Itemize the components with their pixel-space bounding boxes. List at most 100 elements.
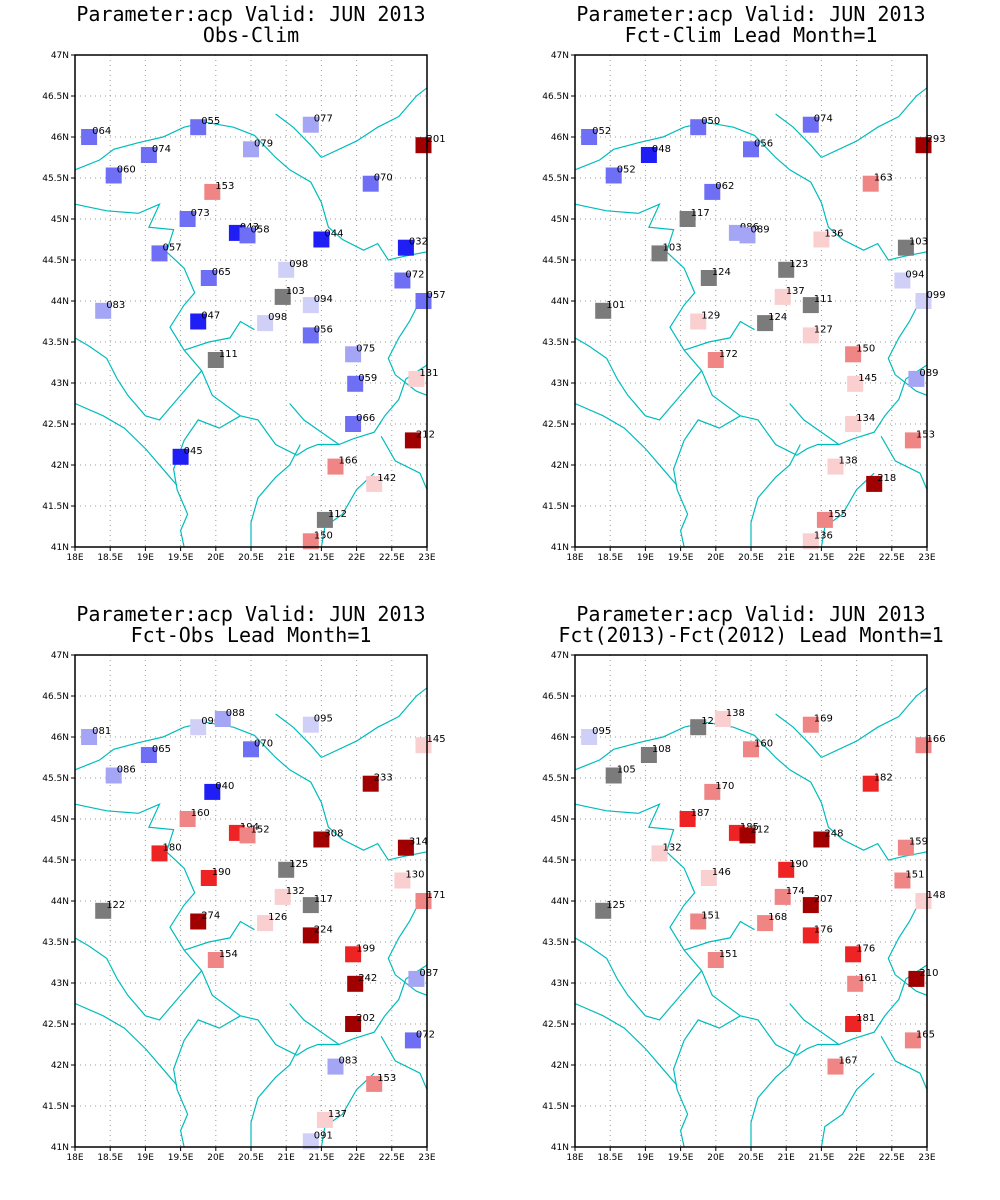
station-marker (207, 952, 224, 968)
y-tick-label: 46N (51, 133, 69, 143)
border-line (775, 113, 822, 158)
station-value-label: 137 (786, 286, 805, 297)
border-line (74, 402, 178, 486)
station-marker (739, 827, 756, 844)
station-value-label: 095 (314, 714, 333, 725)
border-line (880, 436, 928, 490)
station-marker (802, 927, 819, 944)
y-tick-label: 42N (51, 1061, 69, 1071)
border-line (380, 1036, 428, 1090)
station-value-label: 125 (701, 716, 720, 727)
border-line (616, 370, 703, 421)
station-value-label: 086 (117, 765, 136, 776)
border-line (380, 436, 428, 490)
station-marker (214, 711, 231, 727)
y-tick-label: 46.5N (542, 92, 569, 102)
station-value-label: 083 (339, 1056, 358, 1067)
station-value-label: 045 (184, 446, 203, 457)
station-value-label: 089 (919, 368, 938, 379)
station-value-label: 064 (92, 126, 111, 137)
border-line (321, 687, 428, 759)
station-value-label: 181 (856, 1013, 875, 1024)
station-marker (908, 970, 925, 987)
station-marker (894, 272, 911, 289)
station-value-label: 127 (814, 324, 833, 335)
station-value-label: 122 (106, 900, 125, 911)
station-marker (743, 741, 759, 758)
border-line (750, 444, 801, 547)
border-line (116, 370, 203, 421)
station-marker (908, 370, 925, 387)
y-tick-label: 47N (51, 51, 69, 61)
x-tick-label: 19.5E (668, 553, 694, 563)
station-value-label: 087 (419, 968, 438, 979)
x-tick-label: 22E (348, 553, 365, 563)
station-value-label: 077 (314, 114, 333, 125)
station-value-label: 117 (314, 894, 333, 905)
x-tick-label: 20.5E (238, 1153, 264, 1163)
station-value-label: 040 (215, 781, 234, 792)
station-marker (302, 897, 319, 914)
station-marker (345, 1016, 362, 1032)
station-value-label: 091 (314, 1130, 333, 1141)
border-line (74, 803, 428, 1056)
station-marker (172, 448, 189, 465)
station-marker (302, 327, 319, 344)
station-value-label: 070 (374, 173, 393, 184)
station-value-label: 032 (409, 237, 428, 248)
station-marker (243, 141, 259, 158)
border-line (574, 937, 618, 980)
y-tick-label: 41.5N (542, 1102, 569, 1112)
y-tick-label: 46N (551, 133, 569, 143)
station-marker (190, 119, 207, 136)
x-tick-label: 18E (66, 1153, 83, 1163)
x-tick-label: 22.5E (379, 1153, 405, 1163)
y-tick-label: 43.5N (42, 938, 69, 948)
y-tick-label: 46N (551, 733, 569, 743)
y-tick-label: 42N (51, 461, 69, 471)
x-tick-label: 23E (918, 1153, 935, 1163)
station-value-label: 207 (814, 894, 833, 905)
y-tick-label: 42.5N (42, 420, 69, 430)
station-value-label: 136 (814, 530, 833, 541)
station-value-label: 166 (927, 734, 946, 745)
x-tick-label: 21.5E (309, 553, 335, 563)
y-tick-label: 45.5N (542, 174, 569, 184)
station-marker (302, 116, 319, 133)
map-panel-fct-diff: Parameter:acp Valid: JUN 2013Fct(2013)-F… (542, 602, 945, 1163)
border-line (775, 713, 822, 758)
station-value-label: 065 (152, 744, 171, 755)
station-value-label: 111 (219, 349, 238, 360)
x-tick-label: 21E (278, 1153, 295, 1163)
station-marker (743, 141, 759, 158)
station-value-label: 201 (427, 134, 446, 145)
station-marker (302, 533, 319, 550)
station-marker (845, 946, 862, 963)
border-line (387, 900, 428, 996)
y-tick-label: 42.5N (42, 1020, 69, 1030)
station-value-label: 055 (201, 116, 220, 127)
station-marker (394, 272, 411, 289)
border-line (275, 113, 322, 158)
station-value-label: 072 (416, 1029, 435, 1040)
station-marker (397, 839, 414, 856)
station-marker (757, 315, 774, 332)
station-marker (845, 346, 862, 363)
station-value-label: 103 (909, 237, 928, 248)
border-line (574, 121, 928, 261)
x-tick-label: 20E (707, 1153, 724, 1163)
station-value-label: 131 (419, 368, 438, 379)
station-marker (302, 1133, 319, 1150)
x-tick-label: 23E (918, 553, 935, 563)
station-marker (802, 116, 819, 133)
station-value-label: 150 (856, 343, 875, 354)
station-marker (690, 119, 707, 136)
axes: 18E 18.5E 19E 19.5E 20E 20.5E 21E 21.5E 22E 22.5E… (542, 51, 936, 563)
station-marker (897, 239, 914, 256)
y-tick-label: 44.5N (542, 256, 569, 266)
station-marker (774, 888, 791, 905)
station-marker (690, 913, 707, 930)
station-marker (140, 147, 157, 163)
border-line (683, 320, 755, 351)
station-value-label: 138 (726, 708, 745, 719)
